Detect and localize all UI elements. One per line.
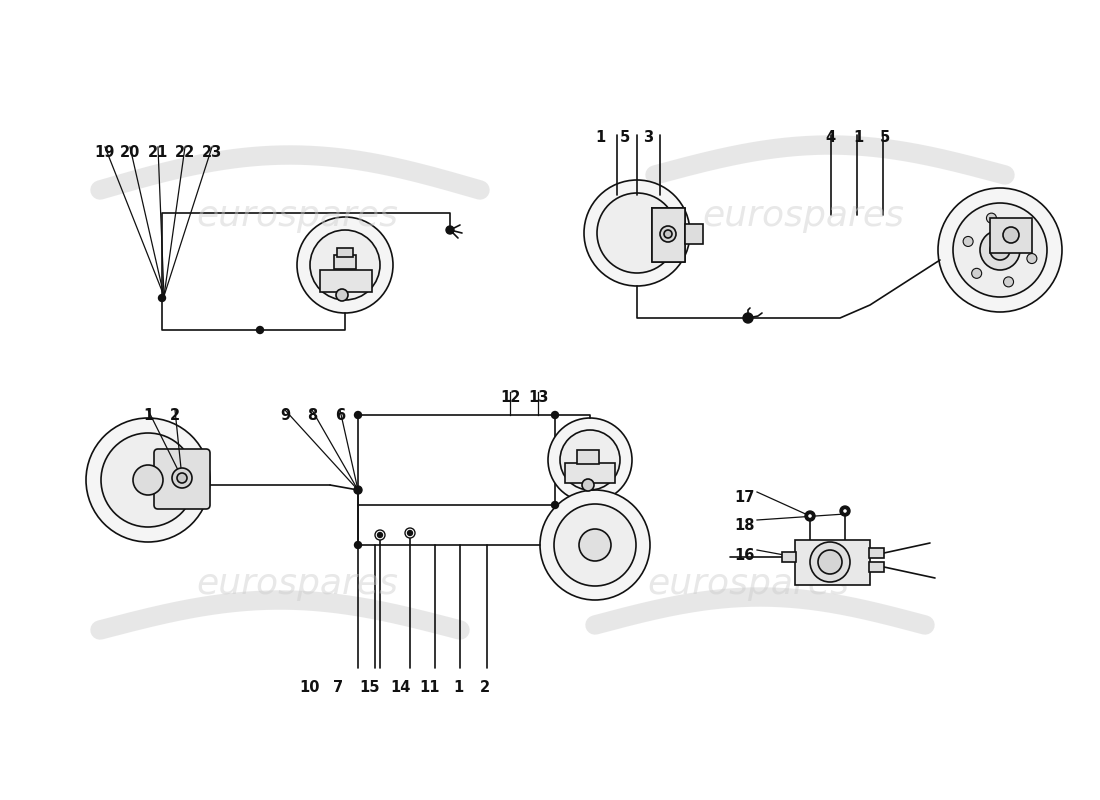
Circle shape — [953, 203, 1047, 297]
Circle shape — [86, 418, 210, 542]
Circle shape — [158, 294, 165, 302]
Bar — [320, 270, 372, 292]
Circle shape — [840, 506, 850, 516]
Text: 14: 14 — [389, 680, 410, 695]
Bar — [685, 224, 703, 244]
Text: 12: 12 — [499, 390, 520, 405]
Text: eurospares: eurospares — [196, 199, 398, 233]
Circle shape — [172, 468, 192, 488]
Text: 2: 2 — [169, 408, 180, 423]
Text: 20: 20 — [120, 145, 140, 160]
Text: 23: 23 — [202, 145, 222, 160]
Circle shape — [407, 530, 412, 535]
Text: 13: 13 — [528, 390, 548, 405]
Text: 22: 22 — [175, 145, 195, 160]
Text: 1: 1 — [852, 130, 864, 145]
Circle shape — [843, 509, 847, 514]
Circle shape — [584, 180, 690, 286]
Bar — [795, 540, 870, 585]
Circle shape — [588, 568, 600, 578]
Circle shape — [563, 548, 573, 558]
Circle shape — [1019, 222, 1028, 232]
Circle shape — [990, 240, 1010, 260]
Circle shape — [597, 193, 676, 273]
Text: 10: 10 — [299, 680, 320, 695]
Circle shape — [810, 542, 850, 582]
Circle shape — [616, 550, 626, 559]
Text: 11: 11 — [420, 680, 440, 695]
Text: 17: 17 — [735, 490, 756, 505]
Circle shape — [971, 268, 981, 278]
Circle shape — [660, 226, 676, 242]
Text: 5: 5 — [880, 130, 890, 145]
Circle shape — [133, 465, 163, 495]
Circle shape — [310, 230, 380, 300]
Circle shape — [375, 530, 385, 540]
Circle shape — [987, 213, 997, 223]
Circle shape — [336, 289, 348, 301]
Text: 2: 2 — [480, 680, 491, 695]
Text: 18: 18 — [735, 518, 756, 533]
Circle shape — [354, 542, 362, 549]
Circle shape — [579, 529, 610, 561]
Circle shape — [607, 518, 617, 528]
Circle shape — [582, 479, 594, 491]
Circle shape — [377, 533, 383, 538]
Circle shape — [551, 411, 559, 418]
Circle shape — [354, 486, 362, 494]
Bar — [990, 218, 1032, 253]
Circle shape — [177, 473, 187, 483]
Text: eurospares: eurospares — [196, 567, 398, 601]
Bar — [869, 548, 884, 558]
Bar — [337, 248, 353, 257]
Circle shape — [554, 504, 636, 586]
Bar — [565, 463, 615, 483]
Circle shape — [742, 313, 754, 323]
Text: 4: 4 — [825, 130, 835, 145]
Text: 5: 5 — [620, 130, 630, 145]
Text: 9: 9 — [279, 408, 290, 423]
Circle shape — [256, 326, 264, 334]
Circle shape — [1027, 254, 1037, 263]
Circle shape — [354, 411, 362, 418]
Bar — [334, 255, 356, 269]
Circle shape — [405, 528, 415, 538]
Text: 8: 8 — [307, 408, 317, 423]
Circle shape — [446, 226, 454, 234]
Bar — [782, 552, 796, 562]
Text: 3: 3 — [642, 130, 653, 145]
Circle shape — [540, 490, 650, 600]
Circle shape — [1003, 227, 1019, 243]
Circle shape — [964, 237, 974, 246]
Circle shape — [805, 511, 815, 521]
Bar — [869, 562, 884, 572]
Text: eurospares: eurospares — [702, 199, 904, 233]
Text: 19: 19 — [95, 145, 116, 160]
Text: eurospares: eurospares — [647, 567, 849, 601]
Bar — [578, 450, 600, 464]
Text: 1: 1 — [143, 408, 153, 423]
Text: 15: 15 — [360, 680, 381, 695]
Circle shape — [574, 517, 584, 526]
Text: 6: 6 — [334, 408, 345, 423]
Circle shape — [664, 230, 672, 238]
Circle shape — [938, 188, 1062, 312]
Circle shape — [818, 550, 842, 574]
Polygon shape — [652, 208, 685, 262]
Circle shape — [980, 230, 1020, 270]
FancyBboxPatch shape — [154, 449, 210, 509]
Text: 16: 16 — [735, 548, 756, 563]
Circle shape — [551, 502, 559, 509]
Circle shape — [807, 514, 813, 518]
Circle shape — [548, 418, 632, 502]
Circle shape — [297, 217, 393, 313]
Circle shape — [101, 433, 195, 527]
Text: 21: 21 — [147, 145, 168, 160]
Circle shape — [560, 430, 620, 490]
Circle shape — [1003, 277, 1013, 287]
Text: 7: 7 — [333, 680, 343, 695]
Text: 1: 1 — [453, 680, 463, 695]
Text: 1: 1 — [595, 130, 605, 145]
